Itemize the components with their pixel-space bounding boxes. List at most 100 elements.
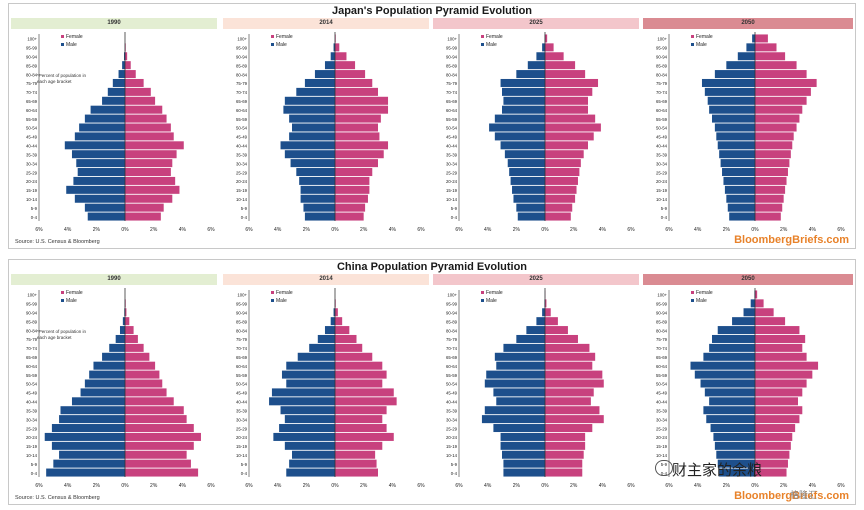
age-label: 55-59 xyxy=(26,117,38,122)
male-bar xyxy=(493,424,545,433)
male-bar xyxy=(296,168,335,177)
male-bar xyxy=(714,70,755,79)
male-bar xyxy=(719,150,755,159)
female-bar xyxy=(755,370,813,379)
x-tick-label: 0% xyxy=(121,483,129,489)
male-bar xyxy=(542,43,545,52)
female-bar xyxy=(335,432,394,441)
female-bar xyxy=(755,159,790,168)
male-bar xyxy=(273,432,335,441)
male-bar xyxy=(542,308,545,317)
female-bar xyxy=(545,352,596,361)
age-label: 65-69 xyxy=(656,355,668,360)
male-bar xyxy=(286,468,335,477)
male-bar xyxy=(503,96,545,105)
age-label: 100+ xyxy=(237,37,247,42)
male-bar xyxy=(292,450,335,459)
age-label: 45-49 xyxy=(236,135,248,140)
male-bar xyxy=(503,343,545,352)
female-bar xyxy=(335,150,384,159)
x-tick-label: 4% xyxy=(274,483,282,489)
male-bar xyxy=(486,370,545,379)
female-bar xyxy=(125,352,150,361)
male-bar xyxy=(484,406,545,415)
female-bar xyxy=(125,450,187,459)
age-label: 35-39 xyxy=(26,152,38,157)
male-bar xyxy=(737,52,755,61)
female-bar xyxy=(125,406,184,415)
female-bar xyxy=(335,468,378,477)
x-tick-label: 6% xyxy=(245,483,253,489)
age-label: 70-74 xyxy=(446,346,458,351)
age-label: 85-89 xyxy=(236,63,248,68)
age-label: 90-94 xyxy=(446,54,458,59)
male-bar xyxy=(713,432,755,441)
legend-female-label: Female xyxy=(486,290,503,296)
pyramid-chart: 100+ 95-99 90-94 85-89 80-84 75-79 70-74 65-69 6… xyxy=(15,286,215,491)
male-bar xyxy=(709,343,755,352)
age-label: 10-14 xyxy=(656,453,668,458)
male-bar xyxy=(707,96,755,105)
pyramid-chart: 100+ 95-99 90-94 85-89 80-84 75-79 70-74 65-69 6… xyxy=(645,30,845,235)
age-label: 30-34 xyxy=(446,161,458,166)
female-bar xyxy=(335,141,389,150)
male-bar xyxy=(74,194,125,203)
panel-title: Japan's Population Pyramid Evolution xyxy=(331,5,533,17)
male-bar xyxy=(743,308,755,317)
female-bar xyxy=(125,194,173,203)
female-bar xyxy=(755,334,806,343)
x-tick-label: 2% xyxy=(303,483,311,489)
age-label: 25-29 xyxy=(656,170,668,175)
male-bar xyxy=(496,397,545,406)
male-bar xyxy=(502,87,545,96)
legend-male-label: Male xyxy=(66,42,77,48)
female-bar xyxy=(545,43,554,52)
age-label: 85-89 xyxy=(26,319,38,324)
male-bar xyxy=(489,123,545,132)
female-bar xyxy=(335,168,373,177)
female-bar xyxy=(125,203,164,212)
pyramid-svg: 100+ 95-99 90-94 85-89 80-84 75-79 70-74 65-69 6… xyxy=(236,288,425,489)
female-bar xyxy=(125,334,138,343)
age-label: 70-74 xyxy=(656,90,668,95)
pyramid-svg: 100+ 95-99 90-94 85-89 80-84 75-79 70-74 65-69 6… xyxy=(446,32,635,233)
female-bar xyxy=(755,317,786,326)
age-label: 10-14 xyxy=(236,453,248,458)
female-bar xyxy=(335,78,373,87)
female-bar xyxy=(125,150,177,159)
female-bar xyxy=(545,361,593,370)
age-label: 35-39 xyxy=(26,408,38,413)
female-bar xyxy=(335,52,347,61)
female-bar xyxy=(335,361,383,370)
male-bar xyxy=(536,317,545,326)
age-label: 15-19 xyxy=(236,188,248,193)
male-bar xyxy=(333,43,335,52)
age-label: 15-19 xyxy=(26,444,38,449)
female-bar xyxy=(335,70,366,79)
male-bar xyxy=(333,308,335,317)
age-label: 20-24 xyxy=(26,435,38,440)
male-bar xyxy=(297,352,335,361)
male-bar xyxy=(690,361,755,370)
male-bar xyxy=(709,105,755,114)
x-tick-label: 6% xyxy=(455,227,463,233)
male-bar xyxy=(304,78,335,87)
female-bar xyxy=(125,123,171,132)
female-bar xyxy=(335,105,389,114)
age-label: 5-9 xyxy=(241,206,248,211)
male-bar xyxy=(719,468,755,477)
age-label: 35-39 xyxy=(656,152,668,157)
male-bar xyxy=(512,185,545,194)
age-label: 45-49 xyxy=(26,135,38,140)
male-bar xyxy=(716,132,755,141)
female-bar xyxy=(545,317,558,326)
male-bar xyxy=(73,176,125,185)
male-bar xyxy=(66,185,125,194)
x-tick-label: 2% xyxy=(360,483,368,489)
male-bar xyxy=(314,70,335,79)
x-tick-label: 4% xyxy=(694,227,702,233)
age-label: 50-54 xyxy=(26,382,38,387)
male-bar xyxy=(76,159,125,168)
male-bar xyxy=(700,379,755,388)
female-bar xyxy=(755,150,791,159)
